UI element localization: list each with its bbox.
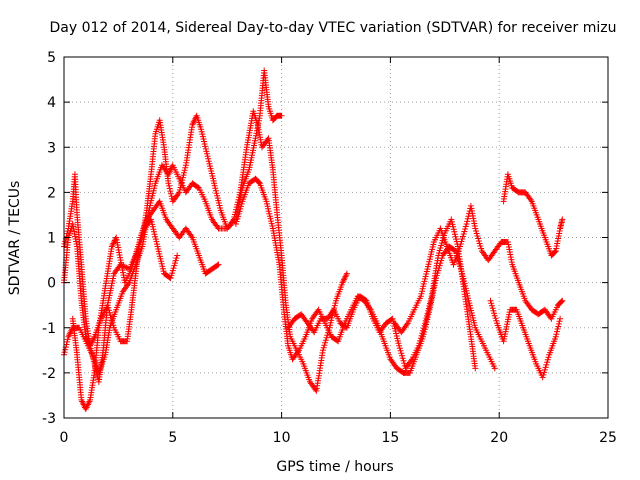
y-axis-label: SDTVAR / TECUs [7,181,23,296]
series-trace-9 [487,297,564,381]
x-tick-label: 10 [273,430,291,446]
marker-trace [69,216,181,412]
y-tick-label: -2 [42,366,56,382]
y-tick-label: 3 [47,140,56,156]
marker-trace [391,202,566,336]
y-tick-label: 0 [47,276,56,292]
series-trace-6 [285,216,479,372]
marker-trace [487,297,564,381]
marker-trace [285,216,479,372]
x-axis-label: GPS time / hours [276,459,393,475]
x-tick-label: 20 [490,430,508,446]
series-trace-8 [500,171,566,259]
series-trace-7 [391,202,566,336]
x-tick-label: 25 [599,430,617,446]
x-tick-label: 5 [168,430,177,446]
series-trace-4 [69,216,181,412]
y-tick-label: -1 [42,321,56,337]
series-trace-5 [232,175,498,376]
y-tick-label: 4 [47,95,56,111]
marker-trace [500,171,566,259]
x-tick-label: 15 [381,430,399,446]
series-trace-3 [61,198,222,349]
axis-ticks: 0 5 10 15 20 25 -3 -2 -1 0 1 2 3 4 5 [42,50,617,446]
x-tick-label: 0 [60,430,69,446]
y-tick-label: -3 [42,411,56,427]
y-tick-label: 1 [47,231,56,247]
marker-trace [61,198,222,349]
y-tick-label: 2 [47,185,56,201]
grid-lines [64,57,608,418]
chart-title: Day 012 of 2014, Sidereal Day-to-day VTE… [50,20,617,36]
series-trace-1 [61,108,350,394]
y-tick-label: 5 [47,50,56,66]
marker-trace [232,175,498,376]
marker-trace [61,108,350,394]
data-marks [61,67,566,412]
